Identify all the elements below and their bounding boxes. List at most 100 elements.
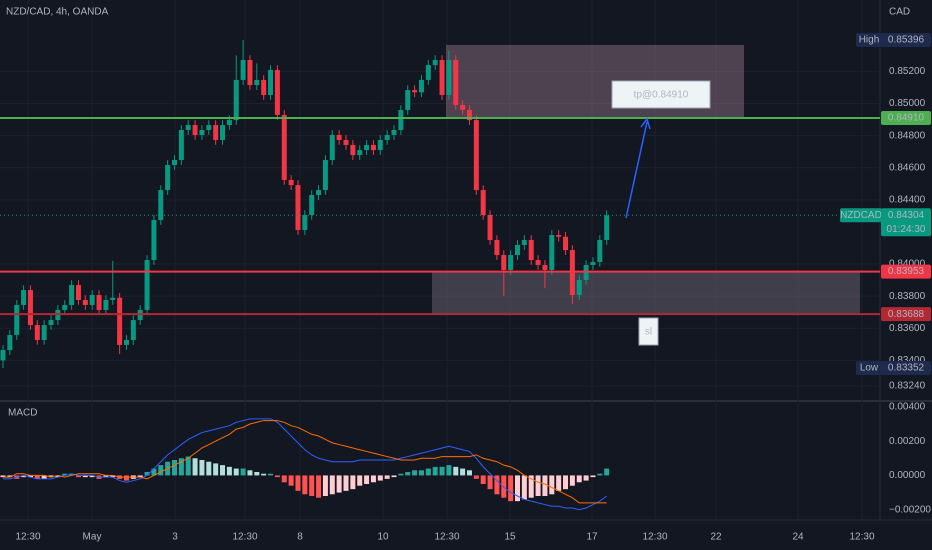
x-tick-label: 10 <box>377 532 389 543</box>
x-tick-label: 8 <box>297 532 303 543</box>
marker-value: 0.85396 <box>888 35 925 46</box>
candle-body <box>144 260 150 310</box>
candle-body <box>336 134 342 140</box>
candle-body <box>473 120 479 191</box>
histogram-bar <box>583 475 589 481</box>
histogram-bar <box>254 472 260 476</box>
marker-name: High <box>859 35 880 46</box>
marker-name-tag <box>856 361 882 376</box>
candle-body <box>268 69 274 96</box>
histogram-bar <box>322 475 328 496</box>
y-tick-label: 0.83600 <box>889 323 926 334</box>
histogram-bar <box>240 468 246 476</box>
x-tick-label: 12:30 <box>232 532 257 543</box>
histogram-bar <box>542 475 548 496</box>
histogram-bar <box>69 473 75 476</box>
candle-body <box>453 60 459 105</box>
chart-title: NZD/CAD, 4h, OANDA <box>6 7 109 18</box>
candle-body <box>343 139 349 145</box>
candle-body <box>350 144 356 156</box>
histogram-bar <box>0 475 6 478</box>
candle-body <box>377 139 383 151</box>
x-tick-label: 12:30 <box>642 532 667 543</box>
histogram-bar <box>556 475 562 491</box>
y-tick-label: 0.00200 <box>889 436 926 447</box>
candle-body <box>226 120 232 126</box>
last-name-tag <box>840 208 882 223</box>
candle-body <box>556 234 562 237</box>
histogram-bar <box>281 475 287 483</box>
candle-body <box>192 125 198 135</box>
y-tick-label: 0.85200 <box>889 66 926 77</box>
candle-body <box>576 279 582 296</box>
histogram-bar <box>302 475 308 495</box>
candle-body <box>316 190 322 196</box>
histogram-bar <box>549 475 555 495</box>
histogram-bar <box>268 473 274 476</box>
macd-title: MACD <box>8 408 37 419</box>
histogram-bar <box>473 475 479 479</box>
candle-body <box>158 190 164 221</box>
level-tag <box>881 264 931 279</box>
histogram-bar <box>55 475 61 478</box>
candle-body <box>172 160 177 166</box>
candle-body <box>494 239 500 256</box>
histogram-bar <box>398 473 404 476</box>
y-tick-label: 0.84400 <box>889 194 926 205</box>
histogram-bar <box>309 475 315 496</box>
candle-body <box>0 350 6 361</box>
candle-body <box>521 239 527 245</box>
sl-label: sl <box>645 327 652 338</box>
histogram-bar <box>563 475 569 490</box>
histogram-bar <box>62 473 68 476</box>
x-tick-label: 12:30 <box>849 532 874 543</box>
x-tick-label: 3 <box>172 532 178 543</box>
level-label: 0.84910 <box>888 113 925 124</box>
histogram-bar <box>350 475 356 490</box>
sl-box <box>638 317 659 346</box>
candle-body <box>220 125 226 140</box>
candle-body <box>412 90 418 93</box>
histogram-bar <box>123 475 129 481</box>
candle-body <box>281 114 287 180</box>
candle-body <box>501 255 507 270</box>
histogram-bar <box>110 475 116 478</box>
last-price-label: 0.84304 <box>888 210 925 221</box>
level-label: 0.83688 <box>888 309 925 320</box>
histogram-bar <box>89 475 95 478</box>
histogram-bar <box>357 475 363 486</box>
candle-body <box>213 125 219 140</box>
histogram-bar <box>261 473 267 476</box>
candle-body <box>329 134 335 161</box>
y-tick-label: 0.00400 <box>889 401 926 412</box>
x-tick-label: 17 <box>586 532 598 543</box>
candle-body <box>432 60 438 66</box>
histogram-bar <box>453 466 459 476</box>
histogram-bar <box>274 475 280 478</box>
histogram-bar <box>220 465 226 476</box>
histogram-bar <box>364 475 370 484</box>
candle-body <box>185 125 191 131</box>
y-tick-label: −0.00200 <box>889 504 931 515</box>
level-label: 0.83953 <box>888 266 925 277</box>
candle-body <box>178 130 184 161</box>
countdown: 01:24:30 <box>887 224 926 235</box>
candle-body <box>508 255 514 270</box>
histogram-bar <box>336 475 342 493</box>
candle-body <box>487 214 493 240</box>
candle-body <box>460 104 466 110</box>
candle-body <box>384 134 390 140</box>
candle-body <box>123 339 129 345</box>
histogram-bar <box>446 465 452 476</box>
y-tick-label: 0.84600 <box>889 162 926 173</box>
signal-line <box>3 420 607 504</box>
histogram-bar <box>158 465 164 476</box>
candle-body <box>130 320 136 340</box>
level-tag <box>881 110 931 125</box>
x-tick-label: 12:30 <box>434 532 459 543</box>
candle-body <box>357 150 363 156</box>
last-name: NZDCAD <box>840 210 882 221</box>
